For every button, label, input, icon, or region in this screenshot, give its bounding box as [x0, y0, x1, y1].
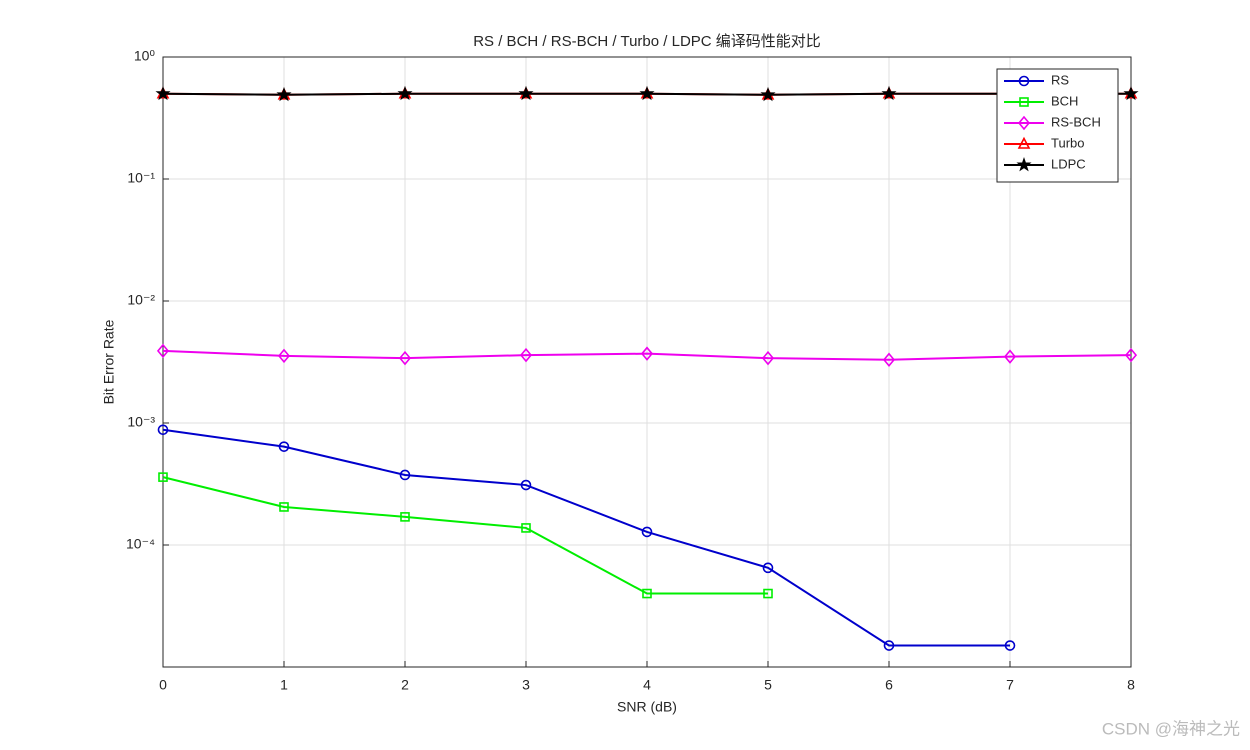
marker [156, 343, 170, 359]
legend-label: RS-BCH [1051, 114, 1101, 129]
marker [641, 526, 653, 538]
x-tick-label: 5 [764, 677, 772, 693]
legend-label: BCH [1051, 93, 1078, 108]
legend-marker [1019, 97, 1029, 107]
x-axis-label: SNR (dB) [617, 699, 677, 715]
marker [519, 347, 533, 363]
x-tick-label: 6 [885, 677, 893, 693]
marker [158, 472, 168, 482]
marker [397, 85, 413, 101]
marker [639, 85, 655, 101]
marker [760, 86, 776, 102]
legend-box [996, 68, 1119, 183]
y-tick-label: 10⁻³ [127, 414, 155, 430]
marker [642, 588, 652, 599]
series-line [162, 428, 1010, 647]
marker [640, 346, 654, 361]
marker [518, 85, 534, 101]
x-tick-label: 4 [643, 677, 651, 693]
marker [277, 348, 291, 364]
series-line [162, 476, 768, 595]
marker [276, 86, 292, 102]
marker [399, 469, 411, 481]
marker [1123, 85, 1139, 101]
marker [279, 502, 289, 512]
marker [400, 512, 410, 522]
marker [762, 562, 774, 574]
legend-label: Turbo [1051, 135, 1084, 150]
x-tick-label: 1 [280, 677, 288, 693]
legend-label: LDPC [1051, 156, 1086, 171]
y-axis-label: Bit Error Rate [101, 319, 117, 404]
marker [521, 523, 531, 533]
x-tick-label: 3 [522, 677, 530, 693]
y-tick-label: 10⁻² [127, 292, 155, 308]
marker [520, 479, 532, 491]
x-tick-label: 2 [401, 677, 409, 693]
legend-label: RS [1051, 72, 1069, 87]
marker [278, 441, 290, 452]
x-tick-label: 8 [1127, 677, 1135, 693]
legend-marker [1016, 157, 1032, 172]
chart-title: RS / BCH / RS-BCH / Turbo / LDPC 编译码性能对比 [473, 33, 821, 50]
marker [1003, 349, 1017, 364]
marker [881, 85, 897, 101]
legend: RS BCH RS-BCH Turbo LDPC [996, 68, 1119, 183]
marker [763, 588, 773, 599]
marker [883, 640, 895, 651]
y-tick-label: 10⁻⁴ [126, 536, 155, 552]
marker [155, 85, 171, 101]
marker [157, 424, 169, 436]
series-line [162, 349, 1132, 361]
x-tick-label: 7 [1006, 677, 1014, 693]
marker [398, 350, 412, 366]
marker [761, 350, 775, 366]
y-tick-label: 10⁰ [134, 48, 156, 64]
legend-marker [1017, 115, 1031, 131]
y-tick-label: 10⁻¹ [127, 170, 155, 186]
legend-marker [1018, 75, 1030, 87]
marker [1004, 640, 1016, 651]
legend-marker [1017, 136, 1031, 149]
x-tick-label: 0 [159, 677, 167, 693]
watermark: CSDN @海神之光 [1102, 719, 1240, 738]
marker [1124, 347, 1138, 363]
marker [882, 352, 896, 367]
